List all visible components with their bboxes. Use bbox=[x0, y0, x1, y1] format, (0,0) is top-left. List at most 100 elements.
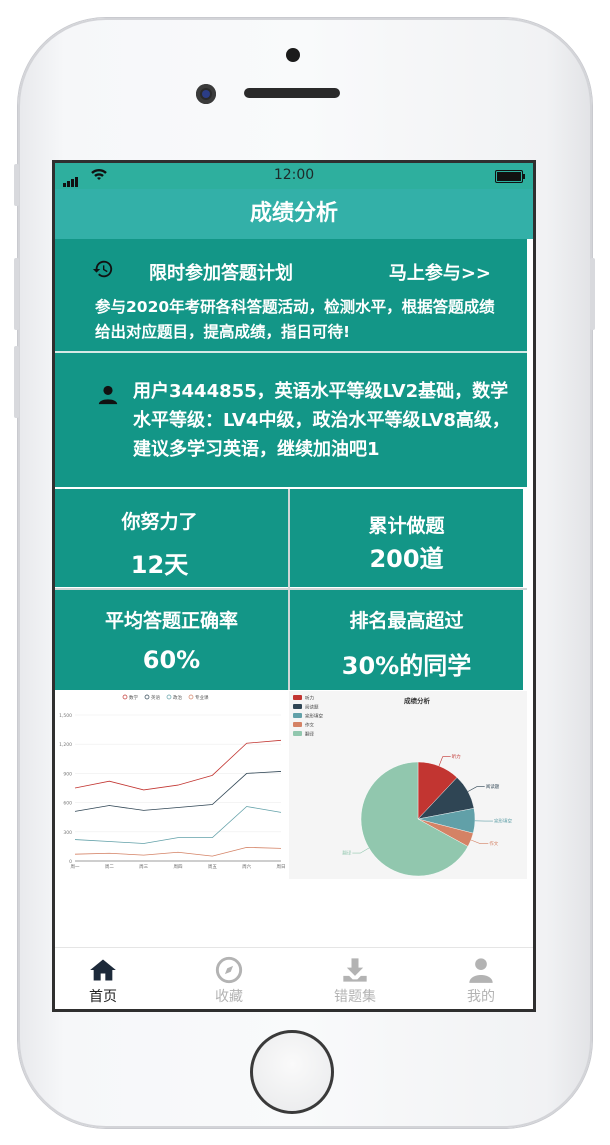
join-now-link[interactable]: 马上参与>> bbox=[388, 263, 491, 284]
stat-value: 200道 bbox=[369, 545, 444, 573]
promo-title: 限时参加答题计划 bbox=[149, 263, 293, 284]
legend-label: 数学 bbox=[129, 694, 138, 701]
home-icon bbox=[90, 959, 116, 981]
promo-banner[interactable]: 限时参加答题计划 马上参与>> 参与2020年考研各科答题活动，检测水平，根据答… bbox=[55, 239, 527, 353]
tab-label: 错题集 bbox=[334, 989, 376, 1005]
legend-marker bbox=[188, 694, 194, 700]
mute-switch bbox=[14, 164, 19, 206]
stat-value: 12天 bbox=[130, 551, 189, 579]
x-tick-label: 周四 bbox=[174, 864, 183, 870]
person-icon bbox=[98, 385, 118, 405]
tab-mistakes[interactable]: 错题集 bbox=[307, 956, 403, 1006]
home-button[interactable] bbox=[250, 1030, 334, 1114]
x-tick-label: 周二 bbox=[105, 864, 114, 870]
stat-label: 平均答题正确率 bbox=[104, 610, 238, 632]
series-line bbox=[74, 806, 282, 844]
pie-leader-line bbox=[438, 756, 451, 767]
charts-area: 0 300 600 900 1,200 1,500 周一 周二 周三 周四 周五 周六 周日 数学 英语 政治… bbox=[55, 691, 527, 881]
legend-marker bbox=[122, 694, 128, 700]
pie-chart-panel: 成绩分析 听力 阅读题 完形填空 作文 翻译 听力 阅读题 完形填空 作文 翻译 bbox=[289, 691, 527, 879]
pie-leader-line bbox=[352, 847, 370, 854]
series-line bbox=[74, 739, 282, 791]
legend-marker bbox=[293, 704, 302, 709]
promo-description: 参与2020年考研各科答题活动，检测水平，根据答题成绩给出对应题目，提高成绩，指… bbox=[95, 298, 495, 341]
page-title: 成绩分析 bbox=[55, 189, 533, 239]
tab-label: 收藏 bbox=[215, 989, 243, 1005]
legend-marker bbox=[293, 722, 302, 727]
pie-label: 作文 bbox=[489, 840, 498, 847]
divider bbox=[55, 588, 527, 590]
tab-home[interactable]: 首页 bbox=[55, 956, 151, 1006]
y-tick-label: 900 bbox=[63, 771, 72, 777]
y-tick-label: 600 bbox=[63, 801, 72, 807]
pie-title: 成绩分析 bbox=[404, 696, 431, 705]
pie-label: 阅读题 bbox=[486, 783, 500, 790]
legend-label: 翻译 bbox=[305, 731, 314, 738]
y-tick-label: 1,200 bbox=[59, 742, 72, 748]
y-tick-label: 300 bbox=[63, 830, 72, 836]
stat-questions: 累计做题 200道 bbox=[290, 489, 523, 587]
signal-icon bbox=[63, 171, 79, 187]
x-tick-label: 周六 bbox=[242, 863, 251, 870]
stat-value: 30%的同学 bbox=[341, 652, 472, 680]
stat-accuracy: 平均答题正确率 60% bbox=[55, 590, 288, 690]
legend-marker bbox=[293, 713, 302, 718]
x-tick-label: 周日 bbox=[277, 864, 286, 870]
status-time: 12:00 bbox=[273, 167, 315, 183]
legend-label: 专业课 bbox=[195, 694, 209, 701]
pie-leader-line bbox=[467, 786, 485, 792]
series-line bbox=[74, 771, 282, 812]
user-level-text: 用户3444855，英语水平等级LV2基础，数学水平等级：LV4中级，政治水平等… bbox=[133, 381, 510, 460]
legend-marker bbox=[293, 731, 302, 736]
stat-value: 60% bbox=[142, 646, 201, 674]
line-chart-panel: 0 300 600 900 1,200 1,500 周一 周二 周三 周四 周五 周六 周日 数学 英语 政治… bbox=[55, 691, 287, 879]
download-icon bbox=[343, 958, 367, 982]
status-bar: 12:00 bbox=[55, 163, 533, 189]
legend-label: 政治 bbox=[173, 694, 182, 701]
pie-label: 翻译 bbox=[342, 850, 351, 857]
app-screen: 12:00 成绩分析 限时参加答题计划 马上参与>> 参与2020年考研各科答题… bbox=[52, 160, 536, 1012]
y-tick-label: 0 bbox=[69, 859, 72, 865]
legend-label: 完形填空 bbox=[305, 713, 323, 720]
x-tick-label: 周一 bbox=[71, 864, 80, 870]
bottom-tab-bar: 首页 收藏 错题集 我的 bbox=[55, 947, 533, 1009]
user-icon bbox=[469, 958, 493, 983]
legend-label: 英语 bbox=[151, 694, 160, 701]
compass-icon bbox=[215, 956, 243, 984]
stat-days: 你努力了 12天 bbox=[55, 489, 288, 587]
pie-label: 听力 bbox=[452, 753, 461, 760]
line-chart: 0 300 600 900 1,200 1,500 周一 周二 周三 周四 周五 周六 周日 数学 英语 政治… bbox=[59, 694, 286, 870]
series-line bbox=[74, 846, 282, 857]
legend-marker bbox=[293, 695, 302, 700]
legend-marker bbox=[166, 694, 172, 700]
tab-profile[interactable]: 我的 bbox=[433, 956, 529, 1006]
stat-rank: 排名最高超过 30%的同学 bbox=[290, 590, 523, 690]
earpiece-speaker bbox=[244, 88, 340, 98]
front-camera bbox=[196, 84, 216, 104]
volume-down-button bbox=[14, 346, 19, 418]
tab-label: 首页 bbox=[89, 989, 117, 1005]
stat-label: 排名最高超过 bbox=[349, 610, 464, 632]
legend-label: 阅读题 bbox=[305, 704, 319, 711]
x-tick-label: 周三 bbox=[139, 864, 148, 870]
pie-label: 完形填空 bbox=[494, 818, 512, 825]
legend-label: 听力 bbox=[305, 695, 314, 702]
tab-favorites[interactable]: 收藏 bbox=[181, 956, 277, 1006]
history-icon bbox=[92, 260, 113, 278]
legend-marker bbox=[144, 694, 150, 700]
user-level-card: 用户3444855，英语水平等级LV2基础，数学水平等级：LV4中级，政治水平等… bbox=[55, 353, 527, 487]
y-tick-label: 1,500 bbox=[59, 713, 72, 719]
stat-label: 你努力了 bbox=[121, 511, 198, 533]
x-tick-label: 周五 bbox=[208, 864, 217, 870]
wifi-icon bbox=[89, 166, 109, 186]
pie-leader-line bbox=[470, 839, 489, 844]
front-sensor bbox=[286, 48, 300, 62]
power-button bbox=[590, 258, 595, 330]
tab-label: 我的 bbox=[467, 989, 495, 1005]
pie-slice bbox=[360, 761, 469, 877]
legend-label: 作文 bbox=[305, 722, 314, 729]
battery-icon bbox=[495, 170, 525, 183]
stat-label: 累计做题 bbox=[368, 515, 445, 537]
volume-up-button bbox=[14, 258, 19, 330]
